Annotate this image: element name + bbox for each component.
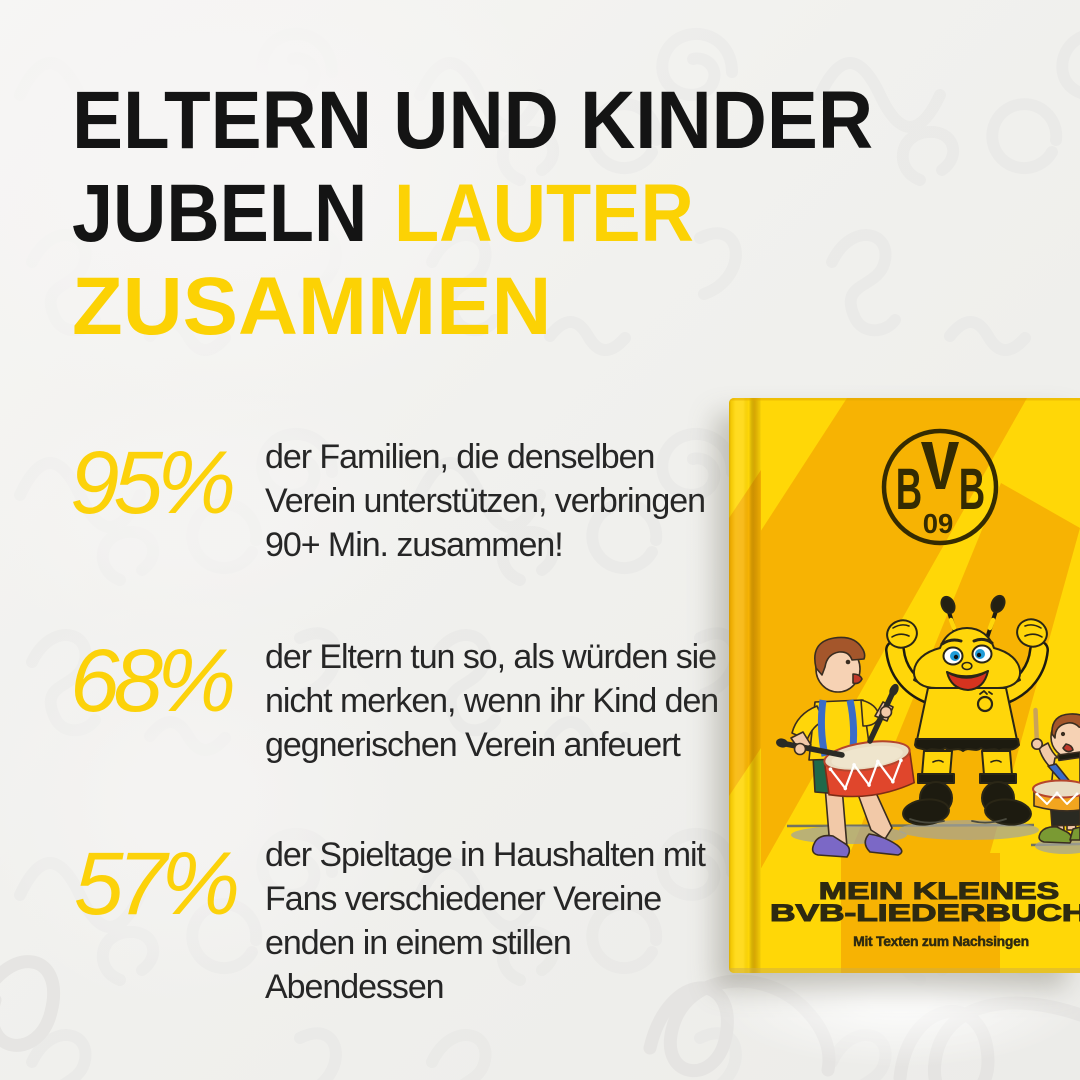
svg-text:B: B (896, 458, 922, 523)
svg-text:BVB-LIEDERBUCH: BVB-LIEDERBUCH (770, 900, 1080, 927)
svg-text:09: 09 (923, 508, 954, 539)
svg-text:MEIN KLEINES: MEIN KLEINES (819, 877, 1059, 904)
svg-text:B: B (959, 458, 985, 523)
svg-text:Mit Texten zum Nachsingen: Mit Texten zum Nachsingen (853, 933, 1029, 949)
